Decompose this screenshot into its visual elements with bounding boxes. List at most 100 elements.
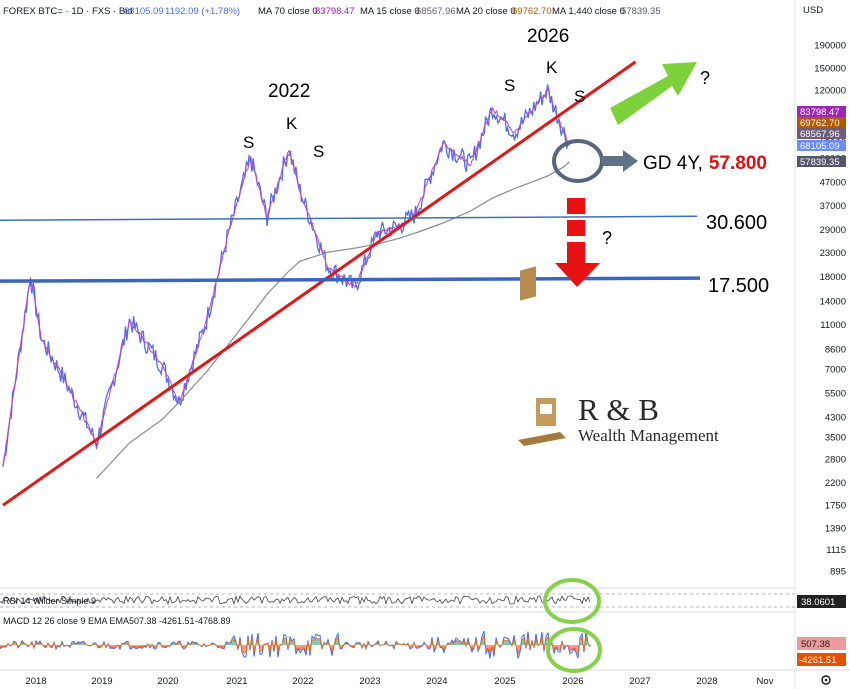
annotation-s-left-2026: S <box>504 76 515 95</box>
x-tick-label: 2022 <box>292 676 313 687</box>
y-tick-label: 150000 <box>814 64 846 75</box>
annotation-2026: 2026 <box>527 26 569 47</box>
rb-logo-icon <box>518 266 566 446</box>
trend-line <box>2 60 637 507</box>
chart-header: FOREX BTC= · 1D · FXS · Bid 68105.09 119… <box>3 6 661 17</box>
macd-value-2: -4261.51 <box>159 616 195 626</box>
ma20-value: 69762.70 <box>512 6 552 17</box>
rsi-line <box>0 595 591 606</box>
y-tick-label: 18000 <box>820 272 846 283</box>
logo-name: R & B <box>578 392 659 427</box>
macd-value-1: 507.38 <box>129 616 157 626</box>
y-tick-label: 11000 <box>820 320 846 331</box>
gd-label-text: GD 4Y, <box>643 153 703 174</box>
y-tick-label: 1115 <box>826 545 846 556</box>
level-label-30600: 30.600 <box>706 212 767 234</box>
macd-tag-1-value: 507.38 <box>801 639 830 650</box>
y-tick-label: 47000 <box>820 178 846 189</box>
gray-arrow-icon <box>602 150 638 172</box>
ma15-value: 68567.96 <box>416 6 456 17</box>
y-tick-label: 1390 <box>825 523 846 534</box>
x-tick-label: 2025 <box>494 676 515 687</box>
y-tick-label: 2800 <box>825 455 846 466</box>
annotation-s-right-2022: S <box>313 142 324 161</box>
y-tick-label: 5500 <box>825 388 846 399</box>
y-tick-label: 895 <box>830 567 846 578</box>
macd-tag-2-value: -4261.51 <box>799 655 837 666</box>
y-tick-label: 1750 <box>825 501 846 512</box>
price-tag <box>797 106 846 117</box>
annotation-question-up: ? <box>700 68 710 88</box>
x-tick-label: 2026 <box>562 676 583 687</box>
rsi-label[interactable]: RSI 14 Wilder Simple 9 <box>3 596 96 606</box>
price-tag-value: 68105.09 <box>800 141 840 152</box>
macd-value-3: -4768.89 <box>195 616 231 626</box>
price-tag <box>797 156 846 167</box>
rb-logo: R & B Wealth Management <box>518 266 719 446</box>
price-tag-value: 57839.35 <box>800 157 840 168</box>
macd-signal-line <box>0 634 591 656</box>
green-arrow-icon <box>610 62 697 125</box>
rsi-value-tag <box>797 595 846 608</box>
ma-1440-line <box>96 161 570 479</box>
y-tick-label: 14000 <box>820 297 846 308</box>
logo-subtitle: Wealth Management <box>578 426 719 445</box>
price-tag-value: 68567.96 <box>800 129 840 140</box>
price-tag <box>797 128 846 139</box>
y-tick-label: 4300 <box>825 412 846 423</box>
rsi-value: 38.0601 <box>801 597 835 608</box>
y-tick-label: 37000 <box>820 201 846 212</box>
y-tick-label: 8600 <box>825 344 846 355</box>
annotation-k-2026: K <box>546 58 558 77</box>
x-tick-label: 2019 <box>91 676 112 687</box>
y-tick-label: 120000 <box>814 86 846 97</box>
x-tick-label: 2020 <box>157 676 178 687</box>
rsi-panel: RSI 14 Wilder Simple 9 38.0601 <box>0 578 846 624</box>
x-tick-label: 2027 <box>629 676 650 687</box>
annotation-question-down: ? <box>602 228 612 248</box>
x-tick-label: 2021 <box>226 676 247 687</box>
annotation-s-left-2022: S <box>243 133 254 152</box>
price-series-line <box>2 84 571 467</box>
x-tick-label: 2023 <box>359 676 380 687</box>
ma20-label[interactable]: MA 20 close 0 <box>456 6 516 17</box>
currency-label[interactable]: USD <box>803 5 823 16</box>
macd-tag-2 <box>797 653 846 666</box>
y-tick-label: 2200 <box>825 478 846 489</box>
level-label-17500: 17.500 <box>708 275 769 297</box>
price-tag <box>797 140 846 151</box>
symbol-label[interactable]: FOREX BTC= · 1D · FXS · Bid <box>3 6 133 17</box>
macd-panel: MACD 12 26 close 9 EMA EMA 507.38 -4261.… <box>0 616 846 673</box>
last-price: 68105.09 <box>124 6 164 17</box>
level-line-30600 <box>0 215 698 222</box>
y-tick-label: 7000 <box>825 365 846 376</box>
price-tag-value: 83798.47 <box>800 107 840 118</box>
price-tag <box>797 117 846 128</box>
x-tick-label: 2024 <box>426 676 447 687</box>
y-tick-label: 23000 <box>820 248 846 259</box>
macd-highlight-circle <box>546 627 602 673</box>
ma1440-label[interactable]: MA 1,440 close 0 <box>552 6 625 17</box>
ma15-label[interactable]: MA 15 close 0 <box>360 6 420 17</box>
price-change: 1192.09 (+1.78%) <box>165 6 240 17</box>
price-tag-value: 69762.70 <box>800 118 840 129</box>
x-axis-ticks: 2018 2019 2020 2021 2022 2023 2024 2025 2026 2027… <box>25 676 773 687</box>
ma70-label[interactable]: MA 70 close 0 <box>258 6 318 17</box>
settings-gear-icon[interactable] <box>821 675 831 685</box>
macd-label[interactable]: MACD 12 26 close 9 EMA EMA <box>3 616 129 626</box>
y-tick-label: 190000 <box>814 41 846 52</box>
ma70-value: 83798.47 <box>315 6 355 17</box>
y-tick-label: 3500 <box>825 433 846 444</box>
annotation-s-right-2026: S <box>574 87 585 106</box>
annotation-k-2022: K <box>286 114 298 133</box>
red-down-arrow-icon <box>555 198 600 287</box>
ma1440-value: 57839.35 <box>621 6 661 17</box>
rsi-highlight-circle <box>543 578 601 624</box>
macd-tag-1 <box>797 637 846 650</box>
annotation-2022: 2022 <box>268 81 310 102</box>
gd-value: 57.800 <box>709 153 767 174</box>
x-tick-label: 2018 <box>25 676 46 687</box>
